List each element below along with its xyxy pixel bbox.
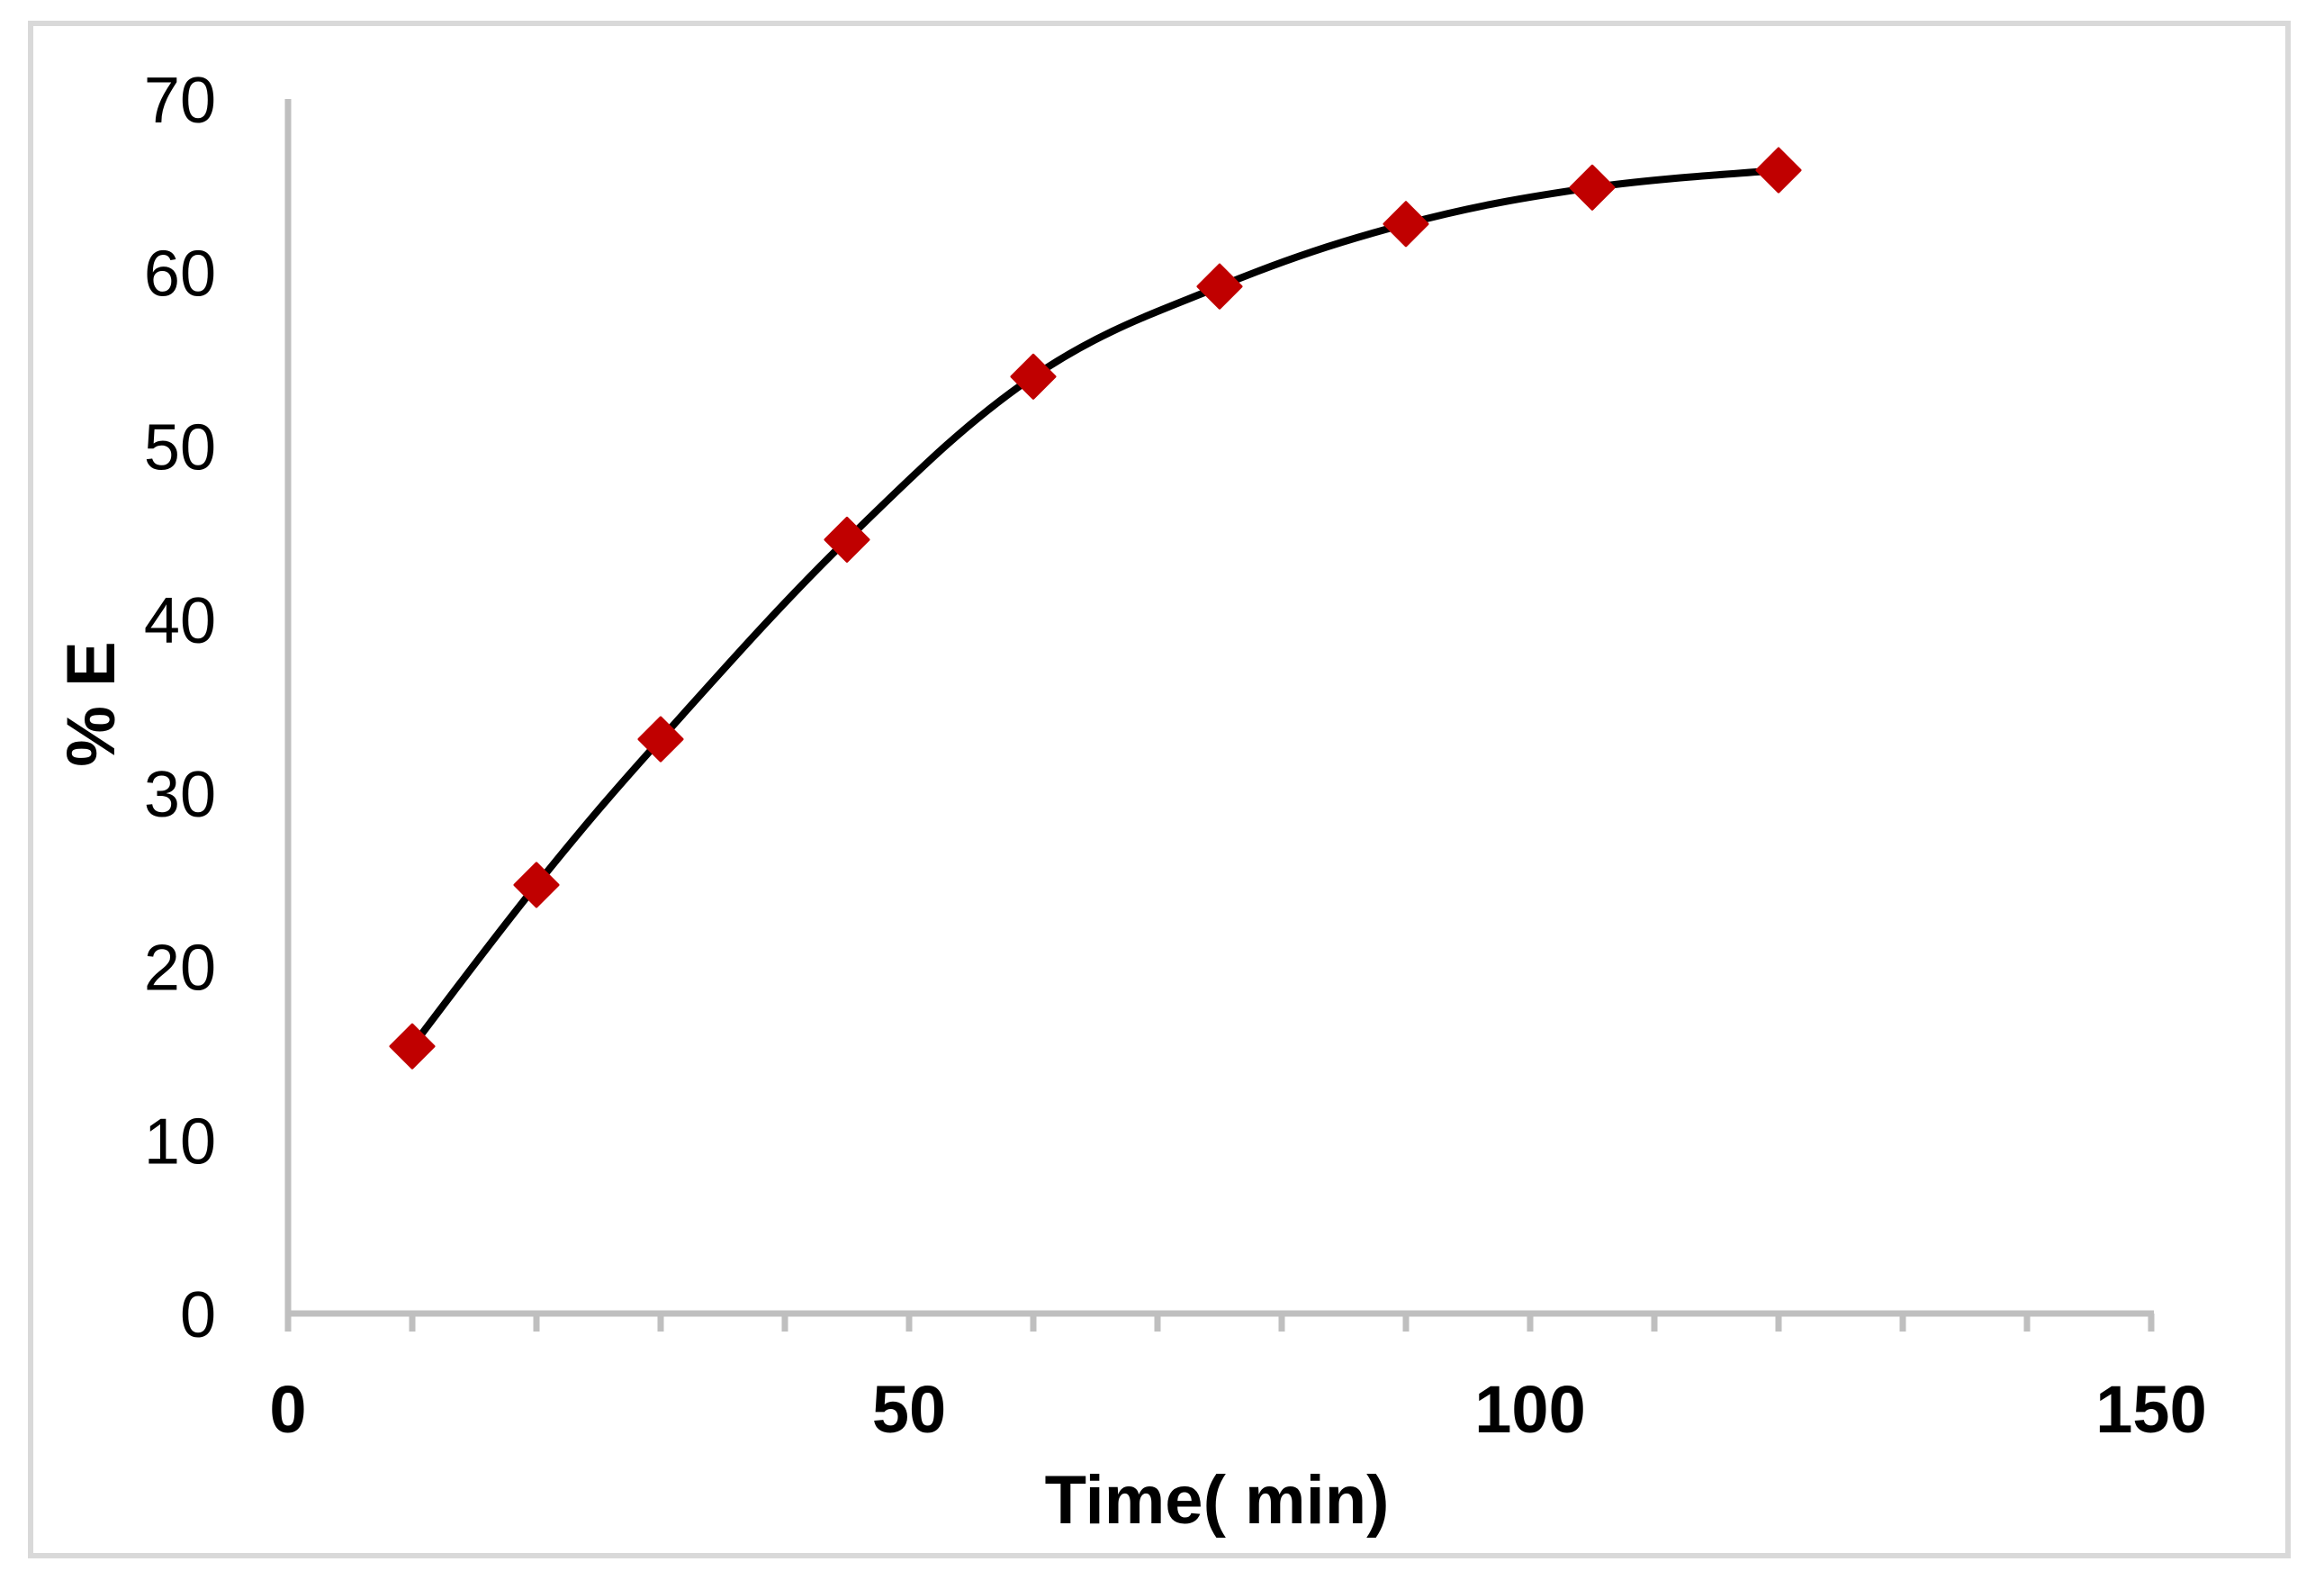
y-tick-label: 0 bbox=[180, 1279, 216, 1351]
data-point-marker bbox=[824, 516, 870, 563]
series-markers bbox=[389, 147, 1802, 1070]
y-tick-label: 20 bbox=[144, 933, 216, 1005]
data-point-marker bbox=[1569, 164, 1616, 211]
y-tick-label: 60 bbox=[144, 239, 216, 311]
data-point-marker bbox=[637, 716, 684, 763]
data-point-marker bbox=[513, 862, 560, 908]
y-tick-label: 70 bbox=[144, 65, 216, 137]
y-axis-title: % E bbox=[53, 641, 130, 766]
y-tick-label: 50 bbox=[144, 411, 216, 483]
x-axis-tick-labels: 0 50 100 150 bbox=[269, 1372, 2206, 1447]
data-point-marker bbox=[1383, 201, 1429, 248]
data-point-marker bbox=[1755, 147, 1802, 194]
y-tick-label: 40 bbox=[144, 585, 216, 657]
y-axis-tick-labels: 0 10 20 30 40 50 60 70 bbox=[144, 65, 216, 1351]
data-point-marker bbox=[389, 1023, 436, 1070]
x-tick-label: 150 bbox=[2095, 1372, 2206, 1447]
x-tick-label: 100 bbox=[1474, 1372, 1585, 1447]
data-point-marker bbox=[1010, 353, 1057, 400]
x-tick-label: 0 bbox=[269, 1372, 306, 1447]
chart-frame bbox=[28, 21, 2291, 1558]
x-axis-title: Time( min) bbox=[1045, 1462, 1390, 1539]
y-tick-label: 30 bbox=[144, 759, 216, 831]
x-tick-label: 50 bbox=[872, 1372, 946, 1447]
y-tick-label: 10 bbox=[144, 1106, 216, 1178]
series-curve bbox=[409, 167, 1782, 1051]
data-point-marker bbox=[1196, 263, 1243, 310]
